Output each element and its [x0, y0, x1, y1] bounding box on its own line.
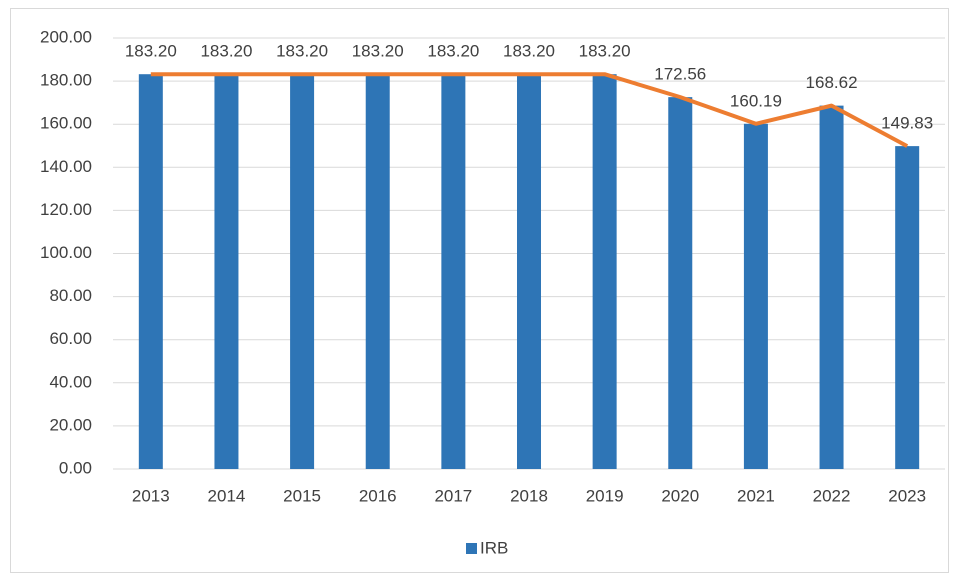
bar [743, 123, 768, 469]
chart-border [10, 8, 949, 573]
data-label: 172.56 [654, 65, 706, 84]
x-tick-label: 2023 [888, 486, 926, 505]
bar [365, 74, 390, 469]
data-label: 183.20 [200, 42, 252, 61]
y-tick-label: 60.00 [49, 329, 92, 348]
y-tick-label: 200.00 [40, 27, 92, 46]
y-tick-label: 40.00 [49, 372, 92, 391]
y-tick-label: 80.00 [49, 286, 92, 305]
data-label: 183.20 [579, 42, 631, 61]
bar [895, 146, 920, 470]
bar [441, 74, 466, 469]
data-label: 183.20 [503, 42, 555, 61]
x-tick-label: 2020 [661, 486, 699, 505]
x-tick-label: 2021 [737, 486, 775, 505]
bar [517, 74, 541, 469]
x-tick-label: 2018 [510, 486, 548, 505]
bar [290, 74, 315, 469]
data-label: 168.62 [806, 73, 858, 92]
y-tick-label: 180.00 [40, 71, 92, 90]
bar [819, 105, 844, 469]
bar [668, 97, 693, 469]
bar [214, 74, 239, 469]
x-tick-label: 2013 [132, 486, 170, 505]
y-tick-label: 100.00 [40, 243, 92, 262]
data-label: 183.20 [352, 42, 404, 61]
data-label: 183.20 [276, 42, 328, 61]
trend-line [150, 72, 909, 148]
legend-swatch [466, 543, 477, 554]
y-tick-label: 0.00 [59, 458, 92, 477]
data-label: 149.83 [881, 114, 933, 133]
x-tick-label: 2015 [283, 486, 321, 505]
x-tick-label: 2016 [359, 486, 397, 505]
x-tick-label: 2017 [434, 486, 472, 505]
y-tick-label: 160.00 [40, 114, 92, 133]
x-tick-label: 2022 [813, 486, 851, 505]
data-label: 160.19 [730, 91, 782, 110]
legend-label: IRB [480, 538, 508, 557]
x-tick-label: 2014 [208, 486, 246, 505]
x-tick-label: 2019 [586, 486, 624, 505]
data-label: 183.20 [427, 42, 479, 61]
y-tick-label: 120.00 [40, 200, 92, 219]
bar [138, 74, 163, 469]
y-tick-label: 20.00 [49, 415, 92, 434]
bar [592, 74, 617, 469]
data-label: 183.20 [125, 42, 177, 61]
y-tick-label: 140.00 [40, 157, 92, 176]
